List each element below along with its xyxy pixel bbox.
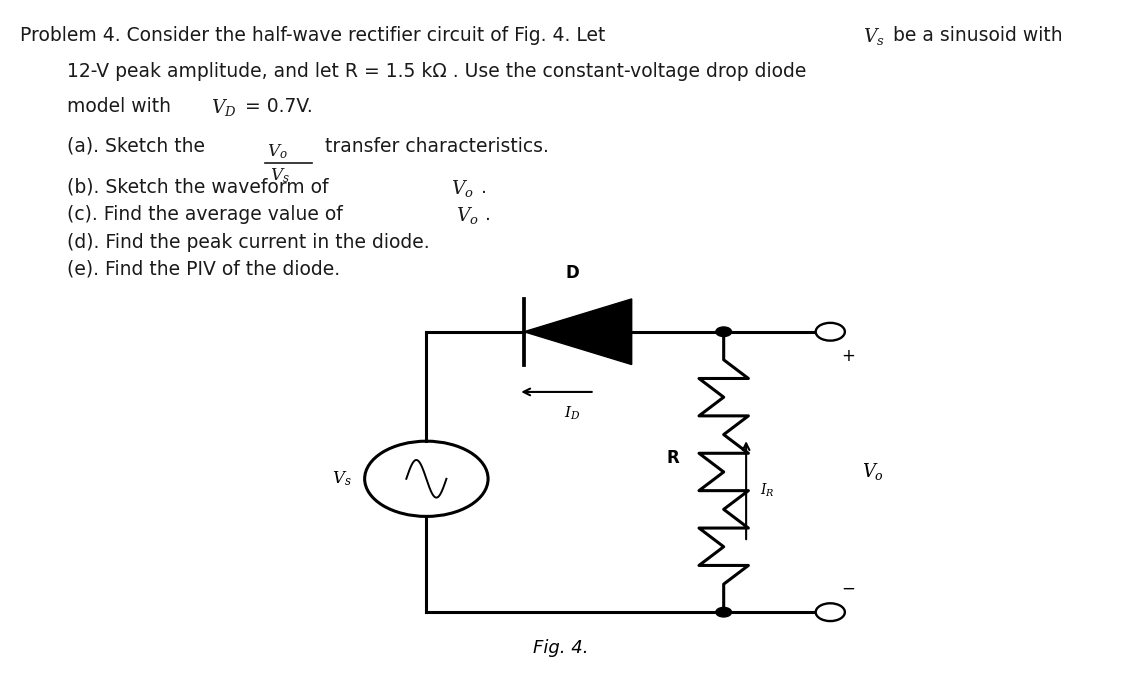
Text: −: − bbox=[842, 579, 855, 597]
Text: $\mathit{V}_\mathit{o}$: $\mathit{V}_\mathit{o}$ bbox=[451, 178, 473, 199]
Circle shape bbox=[716, 327, 732, 337]
Text: Fig. 4.: Fig. 4. bbox=[533, 640, 589, 657]
Text: (e). Find the PIV of the diode.: (e). Find the PIV of the diode. bbox=[67, 260, 340, 279]
Text: +: + bbox=[842, 347, 855, 365]
Circle shape bbox=[816, 323, 845, 341]
Text: $\mathit{V}_\mathit{D}$: $\mathit{V}_\mathit{D}$ bbox=[211, 97, 237, 118]
Text: $\mathit{V}_\mathit{o}$: $\mathit{V}_\mathit{o}$ bbox=[862, 462, 884, 482]
Text: D: D bbox=[565, 264, 579, 282]
Circle shape bbox=[716, 607, 732, 617]
Text: transfer characteristics.: transfer characteristics. bbox=[325, 137, 550, 156]
Text: $\mathit{V}_\mathit{s}$: $\mathit{V}_\mathit{s}$ bbox=[863, 26, 884, 47]
Text: 12-V peak amplitude, and let R = 1.5 kΩ . Use the constant-voltage drop diode: 12-V peak amplitude, and let R = 1.5 kΩ … bbox=[67, 62, 807, 81]
Text: $\mathit{V}_\mathit{o}$: $\mathit{V}_\mathit{o}$ bbox=[267, 142, 287, 161]
Text: (a). Sketch the: (a). Sketch the bbox=[67, 137, 205, 156]
Text: .: . bbox=[485, 205, 490, 224]
Text: $\mathit{V}_\mathit{s}$: $\mathit{V}_\mathit{s}$ bbox=[332, 469, 351, 488]
Text: R: R bbox=[666, 449, 679, 467]
Text: = 0.7V.: = 0.7V. bbox=[239, 97, 313, 116]
Text: be a sinusoid with: be a sinusoid with bbox=[893, 26, 1063, 45]
Text: Problem 4. Consider the half-wave rectifier circuit of Fig. 4. Let: Problem 4. Consider the half-wave rectif… bbox=[20, 26, 611, 45]
Text: .: . bbox=[481, 178, 487, 197]
Text: (b). Sketch the waveform of: (b). Sketch the waveform of bbox=[67, 178, 334, 197]
Text: model with: model with bbox=[67, 97, 177, 116]
Text: (c). Find the average value of: (c). Find the average value of bbox=[67, 205, 349, 224]
Polygon shape bbox=[524, 299, 632, 365]
Circle shape bbox=[816, 603, 845, 621]
Text: $\mathit{V}_\mathit{s}$: $\mathit{V}_\mathit{s}$ bbox=[270, 166, 291, 185]
Text: $\mathit{I}_\mathit{D}$: $\mathit{I}_\mathit{D}$ bbox=[564, 404, 580, 421]
Text: $\mathit{I}_\mathit{R}$: $\mathit{I}_\mathit{R}$ bbox=[760, 482, 774, 499]
Text: $\mathit{V}_\mathit{o}$: $\mathit{V}_\mathit{o}$ bbox=[456, 205, 478, 226]
Text: (d). Find the peak current in the diode.: (d). Find the peak current in the diode. bbox=[67, 233, 430, 252]
